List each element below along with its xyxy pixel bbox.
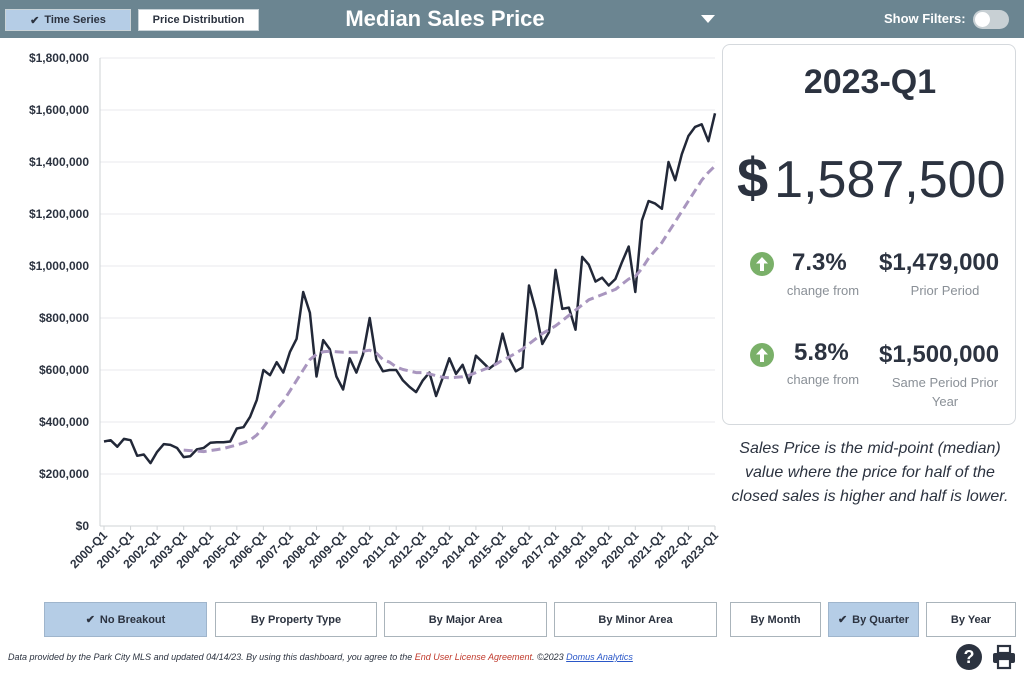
by-quarter-label: By Quarter bbox=[852, 613, 910, 626]
toggle-knob bbox=[975, 12, 990, 27]
change1-label: change from bbox=[786, 283, 860, 298]
y-tick-label: $1,800,000 bbox=[29, 51, 89, 65]
by-minor-area-button[interactable]: By Minor Area bbox=[554, 602, 717, 637]
y-tick-label: $1,600,000 bbox=[29, 103, 89, 117]
y-tick-label: $1,000,000 bbox=[29, 259, 89, 273]
change1-percent: 7.3% bbox=[792, 249, 847, 276]
y-tick-label: $0 bbox=[76, 519, 90, 533]
trend-line bbox=[183, 164, 717, 454]
check-icon: ✔ bbox=[85, 614, 95, 626]
y-tick-label: $1,200,000 bbox=[29, 207, 89, 221]
y-tick-label: $400,000 bbox=[39, 415, 89, 429]
summary-value-number: 1,587,500 bbox=[774, 151, 1006, 209]
help-icon[interactable]: ? bbox=[956, 644, 982, 670]
price-distribution-label: Price Distribution bbox=[152, 14, 245, 26]
time-series-tab[interactable]: ✔ Time Series bbox=[5, 9, 131, 31]
price-distribution-tab[interactable]: Price Distribution bbox=[138, 9, 259, 31]
check-icon: ✔ bbox=[30, 14, 40, 27]
summary-value: $1,587,500 bbox=[737, 145, 1017, 210]
change1-value: $1,479,000 bbox=[879, 249, 1000, 276]
footer-text: Data provided by the Park City MLS and u… bbox=[8, 652, 415, 662]
print-icon[interactable] bbox=[991, 644, 1017, 670]
footer-text-2: . ©2023 bbox=[532, 652, 567, 662]
metric-description: Sales Price is the mid-point (median) va… bbox=[731, 440, 1009, 505]
summary-card: 2023-Q1 $1,587,500 7.3% change from $1,4… bbox=[722, 44, 1016, 425]
change2-value-label: Same Period Prior Year bbox=[891, 375, 999, 409]
by-month-label: By Month bbox=[750, 613, 801, 626]
by-month-button[interactable]: By Month bbox=[730, 602, 821, 637]
time-series-label: Time Series bbox=[44, 14, 106, 26]
chart-axes: $0 $200,000 $400,000 $600,000 $800,000 $1,000… bbox=[29, 51, 720, 571]
by-major-area-button[interactable]: By Major Area bbox=[384, 602, 547, 637]
by-minor-area-label: By Minor Area bbox=[598, 613, 673, 626]
by-year-button[interactable]: By Year bbox=[926, 602, 1016, 637]
header-bar: ✔ Time Series Price Distribution Median … bbox=[0, 0, 1024, 38]
domus-analytics-link[interactable]: Domus Analytics bbox=[566, 652, 633, 662]
y-tick-label: $200,000 bbox=[39, 467, 89, 481]
by-property-type-button[interactable]: By Property Type bbox=[215, 602, 377, 637]
arrow-up-icon bbox=[750, 343, 774, 367]
by-quarter-button[interactable]: ✔ By Quarter bbox=[828, 602, 919, 637]
license-link[interactable]: End User License Agreement bbox=[414, 652, 532, 662]
change2-value: $1,500,000 bbox=[879, 341, 1000, 368]
currency-symbol: $ bbox=[737, 146, 769, 209]
median-price-line bbox=[103, 113, 717, 465]
footer-disclaimer: Data provided by the Park City MLS and u… bbox=[8, 652, 633, 662]
change2-percent: 5.8% bbox=[794, 339, 849, 366]
dropdown-caret-icon[interactable] bbox=[701, 15, 715, 23]
sales-price-chart: $0 $200,000 $400,000 $600,000 $800,000 $1,000… bbox=[29, 51, 720, 571]
show-filters-label: Show Filters: bbox=[884, 11, 966, 26]
show-filters-toggle[interactable] bbox=[973, 10, 1009, 29]
by-major-area-label: By Major Area bbox=[428, 613, 503, 626]
check-icon: ✔ bbox=[837, 614, 848, 626]
y-tick-label: $1,400,000 bbox=[29, 155, 89, 169]
no-breakout-button[interactable]: ✔ No Breakout bbox=[44, 602, 207, 637]
arrow-up-icon bbox=[750, 252, 774, 276]
y-tick-label: $800,000 bbox=[39, 311, 89, 325]
change1-value-label: Prior Period bbox=[910, 283, 980, 298]
by-property-type-label: By Property Type bbox=[250, 613, 342, 626]
y-tick-label: $600,000 bbox=[39, 363, 89, 377]
change2-label: change from bbox=[786, 372, 860, 387]
no-breakout-label: No Breakout bbox=[99, 613, 166, 626]
summary-period: 2023-Q1 bbox=[803, 63, 937, 101]
chart-series bbox=[103, 113, 717, 465]
chart-gridlines bbox=[100, 57, 715, 527]
by-year-label: By Year bbox=[950, 613, 992, 626]
page-title: Median Sales Price bbox=[345, 6, 545, 31]
